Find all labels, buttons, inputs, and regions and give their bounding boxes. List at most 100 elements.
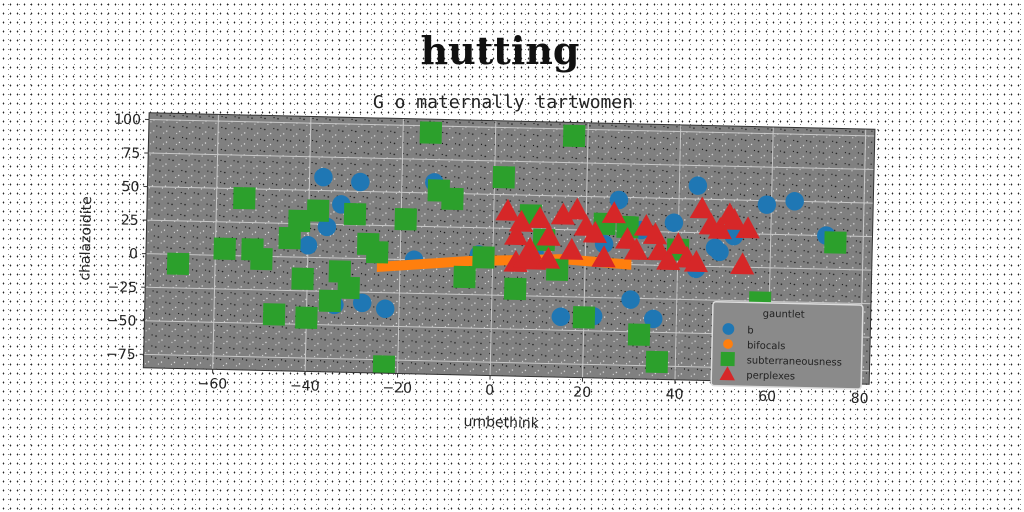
point-perplexes bbox=[665, 232, 690, 255]
y-tick-label: 25 bbox=[121, 213, 139, 229]
point-b bbox=[785, 192, 804, 211]
point-perplexes bbox=[535, 246, 561, 269]
point-perplexes bbox=[683, 250, 709, 273]
legend-entry-label: b bbox=[747, 325, 754, 336]
point-perplexes bbox=[559, 237, 584, 260]
y-tick-label: 0 bbox=[129, 246, 138, 262]
point-subterraneousness bbox=[318, 289, 342, 313]
point-subterraneousness bbox=[824, 231, 847, 254]
point-perplexes bbox=[508, 209, 534, 232]
point-perplexes bbox=[601, 201, 626, 224]
point-subterraneousness bbox=[233, 186, 256, 210]
legend-entry-label: bifocals bbox=[747, 340, 786, 352]
point-perplexes bbox=[512, 246, 537, 269]
x-gridline bbox=[582, 122, 589, 378]
point-subterraneousness bbox=[562, 124, 586, 148]
point-b bbox=[688, 176, 708, 195]
point-perplexes bbox=[735, 216, 760, 239]
point-perplexes bbox=[730, 252, 755, 275]
legend-box bbox=[710, 300, 864, 390]
point-perplexes bbox=[614, 227, 640, 250]
point-subterraneousness bbox=[394, 208, 417, 231]
x-tick-label: −20 bbox=[382, 380, 412, 397]
point-subterraneousness bbox=[503, 277, 527, 301]
legend-title: gauntlet bbox=[763, 309, 805, 321]
point-subterraneousness bbox=[291, 267, 314, 290]
point-perplexes bbox=[656, 248, 681, 271]
y-tick-label: −50 bbox=[107, 313, 137, 330]
point-subterraneousness bbox=[288, 209, 311, 233]
point-b bbox=[664, 213, 684, 232]
x-gridline bbox=[397, 118, 404, 374]
chart-title: hutting bbox=[420, 28, 580, 73]
y-gridline bbox=[148, 152, 875, 171]
point-subterraneousness bbox=[453, 265, 476, 289]
point-subterraneousness bbox=[365, 240, 389, 264]
y-tick-label: 75 bbox=[122, 145, 140, 161]
point-subterraneousness bbox=[627, 323, 651, 346]
point-subterraneousness bbox=[419, 121, 443, 144]
point-perplexes bbox=[495, 198, 520, 221]
point-b bbox=[722, 323, 735, 335]
point-subterraneousness bbox=[295, 306, 318, 329]
y-axis-label: chalazoidite bbox=[77, 196, 95, 281]
y-tick-label: −75 bbox=[106, 346, 136, 363]
legend: gauntlet b bifocals subterraneousness perple… bbox=[710, 300, 864, 390]
point-b bbox=[551, 307, 571, 327]
point-subterraneousness bbox=[572, 306, 596, 329]
point-subterraneousness bbox=[278, 226, 301, 250]
point-b bbox=[705, 238, 725, 258]
point-perplexes bbox=[623, 237, 649, 260]
point-b bbox=[757, 195, 777, 214]
point-perplexes bbox=[707, 217, 732, 240]
x-tick-label: −60 bbox=[197, 376, 227, 393]
legend-entry-label: perplexes bbox=[746, 370, 795, 382]
x-tick-label: 80 bbox=[850, 391, 868, 407]
point-subterraneousness bbox=[441, 187, 464, 211]
x-tick-label: 60 bbox=[758, 389, 776, 405]
point-b bbox=[644, 309, 663, 329]
y-gridline bbox=[147, 186, 874, 204]
point-bifocals bbox=[723, 339, 733, 349]
point-perplexes bbox=[719, 366, 735, 381]
point-subterraneousness bbox=[372, 355, 396, 378]
point-subterraneousness bbox=[343, 202, 367, 226]
point-perplexes bbox=[591, 245, 616, 268]
point-subterraneousness bbox=[213, 237, 236, 261]
y-tick-label: 100 bbox=[114, 112, 141, 129]
point-b bbox=[317, 217, 337, 237]
x-tick-label: 40 bbox=[666, 387, 684, 403]
point-b bbox=[351, 172, 370, 192]
point-b bbox=[298, 236, 318, 255]
point-subterraneousness bbox=[492, 165, 516, 189]
y-tick-label: −25 bbox=[107, 279, 137, 296]
point-perplexes bbox=[689, 196, 714, 219]
point-perplexes bbox=[536, 223, 561, 246]
point-perplexes bbox=[564, 197, 589, 220]
point-subterraneousness bbox=[166, 252, 190, 276]
point-b bbox=[621, 290, 640, 309]
x-tick-label: 20 bbox=[573, 384, 591, 400]
y-tick-label: 50 bbox=[121, 179, 139, 195]
point-subterraneousness bbox=[250, 247, 273, 271]
point-b bbox=[724, 226, 743, 246]
chart-subtitle: G o maternally tartwomen bbox=[372, 92, 634, 113]
x-axis-label: umbethink bbox=[463, 414, 539, 432]
plot-frame bbox=[142, 112, 876, 385]
point-perplexes bbox=[504, 223, 529, 246]
point-perplexes bbox=[527, 206, 552, 229]
point-b bbox=[375, 299, 395, 319]
x-tick-label: 0 bbox=[485, 382, 494, 398]
legend-entry-label: subterraneousness bbox=[747, 355, 842, 368]
point-perplexes bbox=[582, 220, 607, 243]
x-tick-label: −40 bbox=[290, 378, 320, 395]
point-perplexes bbox=[642, 222, 668, 245]
point-subterraneousness bbox=[337, 276, 360, 300]
point-subterraneousness bbox=[645, 350, 669, 374]
point-perplexes bbox=[721, 207, 747, 230]
point-subterraneousness bbox=[306, 199, 330, 222]
point-subterraneousness bbox=[262, 303, 286, 326]
point-b bbox=[314, 167, 333, 187]
y-gridline bbox=[148, 119, 875, 137]
